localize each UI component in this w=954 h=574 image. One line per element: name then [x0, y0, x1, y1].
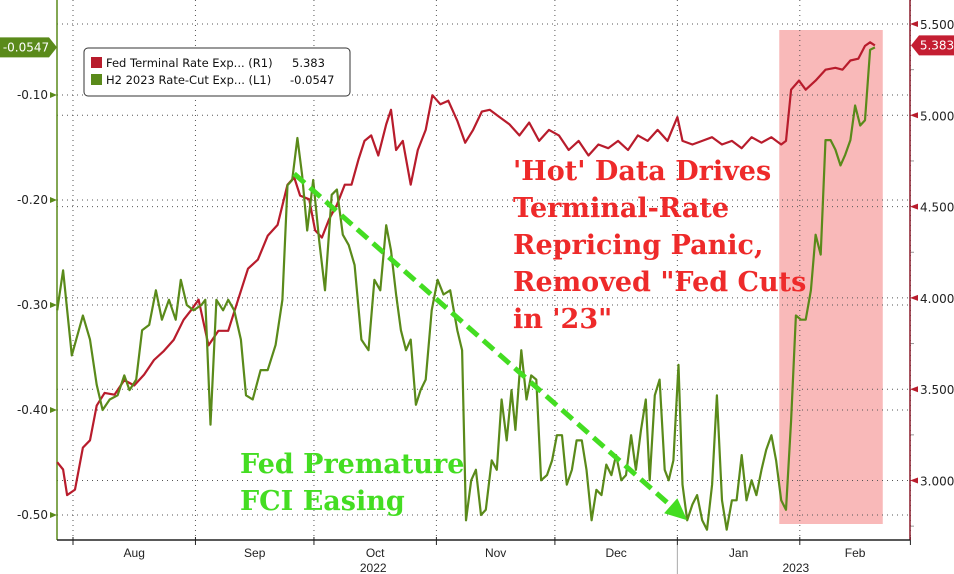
right-tick-marker [910, 21, 918, 27]
left-tick-marker [50, 512, 57, 518]
right-tick-marker [910, 203, 918, 210]
right-tick-label: 3.000 [920, 475, 954, 489]
legend-value-rate-cut: -0.0547 [290, 73, 334, 87]
left-tick-marker [50, 197, 57, 203]
legend-swatch-green [91, 74, 102, 85]
legend-value-terminal-rate: 5.383 [292, 56, 325, 70]
right-tick-label: 5.000 [920, 109, 954, 123]
left-tick-label: -0.50 [17, 508, 48, 522]
right-tick-marker [910, 477, 918, 484]
legend-label-terminal-rate: Fed Terminal Rate Exp... (R1) [106, 56, 273, 70]
annotation-red-text: Removed "Fed Cuts [513, 267, 806, 298]
left-tick-marker [50, 407, 57, 413]
left-tick-label: -0.30 [17, 298, 48, 312]
x-tick-label: Feb [845, 546, 866, 560]
legend-swatch-red [91, 57, 102, 68]
left-last-value-label: -0.0547 [3, 40, 49, 54]
legend-box [83, 47, 351, 97]
year-label: 2023 [782, 561, 809, 574]
legend-label-rate-cut: H2 2023 Rate-Cut Exp... (L1) [106, 73, 271, 87]
left-tick-marker [50, 92, 57, 98]
right-last-value-label: 5.383 [920, 38, 954, 52]
annotation-red-text: 'Hot' Data Drives [513, 156, 771, 187]
x-tick-label: Oct [366, 546, 385, 560]
right-tick-marker [910, 386, 918, 393]
x-tick-label: Aug [124, 546, 145, 560]
x-tick-label: Nov [485, 546, 506, 560]
right-tick-label: 4.000 [920, 292, 954, 306]
x-tick-label: Dec [605, 546, 626, 560]
right-tick-label: 4.500 [920, 201, 954, 215]
x-tick-label: Sep [244, 546, 266, 560]
annotation-red-text: Repricing Panic, [513, 230, 763, 261]
right-last-value-tag [911, 35, 954, 56]
legend: Fed Terminal Rate Exp... (R1) 5.383 H2 2… [83, 47, 351, 97]
left-tick-label: -0.20 [17, 193, 48, 207]
annotation-red-text: Terminal-Rate [513, 193, 729, 224]
series-line-rate-cut [56, 46, 876, 531]
left-tick-marker [50, 302, 57, 308]
annotation-green-text: FCI Easing [240, 486, 405, 517]
right-tick-marker [910, 294, 918, 301]
left-tick-label: -0.10 [17, 88, 48, 102]
year-label: 2022 [360, 561, 387, 574]
left-tick-label: -0.40 [17, 403, 48, 417]
right-tick-label: 5.500 [920, 18, 954, 32]
series-layer [56, 41, 876, 531]
right-tick-label: 3.500 [920, 383, 954, 397]
right-tick-marker [910, 112, 918, 119]
x-tick-label: Jan [729, 546, 748, 560]
annotation-green-text: Fed Premature [240, 449, 464, 480]
annotations: 'Hot' Data Drives Terminal-Rate Repricing … [240, 156, 806, 521]
left-last-value-tag [0, 37, 57, 58]
trend-arrow-head [664, 498, 688, 521]
annotation-red-text: in '23" [513, 304, 612, 335]
